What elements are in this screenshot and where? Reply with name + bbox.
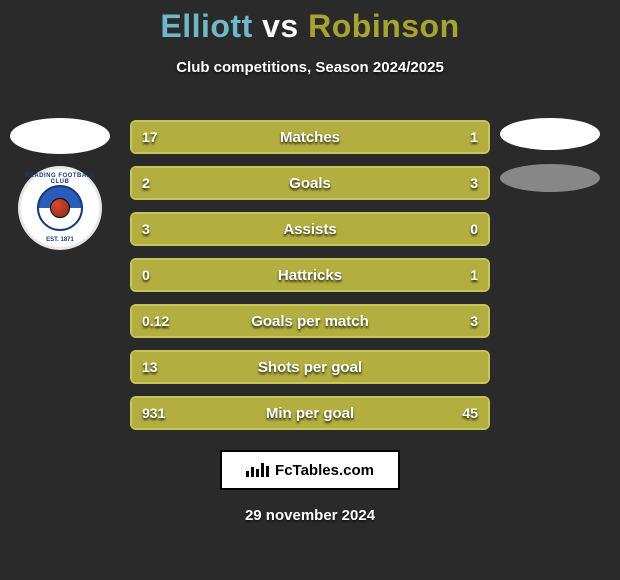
stat-label: Goals bbox=[132, 168, 488, 198]
stats-panel: 171Matches 23Goals 30Assists 01Hattricks 0.1… bbox=[130, 120, 490, 442]
stat-label: Matches bbox=[132, 122, 488, 152]
player1-name: Elliott bbox=[160, 8, 252, 44]
badge-ball-icon bbox=[50, 198, 70, 218]
subtitle: Club competitions, Season 2024/2025 bbox=[0, 59, 620, 76]
logo-text: FcTables.com bbox=[275, 462, 374, 479]
badge-text-bottom: EST. 1871 bbox=[21, 237, 99, 243]
stat-label: Assists bbox=[132, 214, 488, 244]
stat-row: 23Goals bbox=[130, 166, 490, 200]
stat-row: 93145Min per goal bbox=[130, 396, 490, 430]
fctables-logo: FcTables.com bbox=[220, 450, 400, 490]
player1-club-badge: READING FOOTBALL CLUB EST. 1871 bbox=[18, 166, 102, 250]
player2-column bbox=[490, 118, 610, 204]
vs-separator: vs bbox=[262, 8, 299, 44]
stat-label: Shots per goal bbox=[132, 352, 488, 382]
stat-row: 0.123Goals per match bbox=[130, 304, 490, 338]
stat-label: Goals per match bbox=[132, 306, 488, 336]
stat-row: 171Matches bbox=[130, 120, 490, 154]
stat-label: Hattricks bbox=[132, 260, 488, 290]
player2-club-badge-placeholder bbox=[500, 164, 600, 192]
player2-name: Robinson bbox=[308, 8, 460, 44]
page-title: Elliott vs Robinson bbox=[0, 0, 620, 45]
date-text: 29 november 2024 bbox=[0, 507, 620, 524]
stat-row: 01Hattricks bbox=[130, 258, 490, 292]
player1-column: READING FOOTBALL CLUB EST. 1871 bbox=[10, 118, 110, 250]
badge-text-top: READING FOOTBALL CLUB bbox=[21, 173, 99, 185]
player2-photo-placeholder bbox=[500, 118, 600, 150]
stat-row: 13Shots per goal bbox=[130, 350, 490, 384]
player1-photo-placeholder bbox=[10, 118, 110, 154]
stat-label: Min per goal bbox=[132, 398, 488, 428]
bar-chart-icon bbox=[246, 463, 269, 477]
stat-row: 30Assists bbox=[130, 212, 490, 246]
